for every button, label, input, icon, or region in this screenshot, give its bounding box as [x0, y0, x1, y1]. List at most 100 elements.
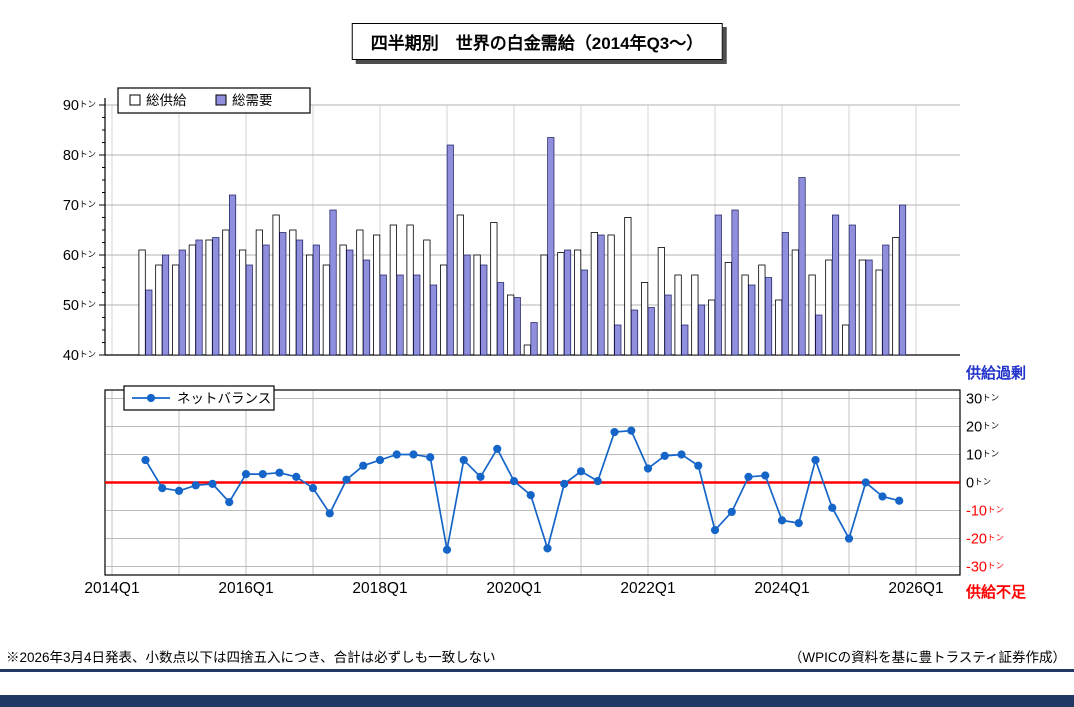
supply-bar-2017Q3	[339, 244, 347, 356]
demand-legend-label: 総需要	[232, 93, 273, 108]
demand-bar-2021Q3	[614, 324, 622, 356]
demand-bar-2023Q4	[764, 277, 773, 356]
supply-bar-2024Q2	[791, 249, 799, 356]
net-point-2016Q4	[292, 472, 301, 481]
shortage-annotation: 供給不足	[965, 583, 1027, 601]
net-point-2020Q2	[526, 491, 535, 500]
supply-bar-2023Q2	[724, 262, 732, 356]
demand-bar-2020Q4	[563, 249, 572, 356]
demand-bar-2024Q4	[831, 214, 840, 356]
demand-bar-2024Q3	[815, 314, 823, 356]
net-point-2019Q4	[493, 444, 502, 453]
demand-legend-swatch	[215, 94, 227, 106]
net-point-2023Q2	[727, 507, 736, 517]
supply-bar-2014Q3	[138, 249, 146, 356]
supply-bar-2018Q4	[423, 239, 431, 356]
demand-bar-2016Q3	[279, 232, 287, 356]
bottom-y-axis-label: 20トン	[966, 419, 999, 435]
net-point-2024Q4	[828, 503, 837, 512]
net-point-2024Q2	[794, 519, 803, 528]
net-point-2015Q4	[225, 498, 234, 507]
supply-bar-2015Q2	[188, 244, 196, 356]
supply-bar-2025Q1	[842, 324, 850, 356]
net-point-2019Q2	[459, 455, 468, 465]
supply-bar-2015Q4	[222, 229, 230, 356]
demand-bar-2019Q1	[446, 144, 454, 356]
net-point-2023Q1	[710, 526, 720, 535]
net-point-2022Q1	[643, 464, 653, 473]
demand-bar-2018Q3	[413, 274, 421, 356]
demand-bar-2025Q2	[865, 259, 873, 356]
x-axis-label-2018Q1: 2018Q1	[352, 580, 407, 597]
divider-rule	[0, 669, 1074, 672]
footnote-row: ※2026年3月4日発表、小数点以下は四捨五入につき、合計は必ずしも一致しない …	[6, 646, 1066, 666]
net-point-2017Q2	[325, 509, 334, 518]
supply-bar-2024Q3	[808, 274, 816, 356]
supply-bar-2021Q1	[574, 249, 582, 356]
net-point-2016Q3	[275, 468, 284, 477]
x-axis-label-2024Q1: 2024Q1	[754, 580, 809, 597]
net-point-2018Q2	[392, 450, 401, 459]
supply-bar-2016Q2	[255, 229, 263, 356]
x-axis-label-2026Q1: 2026Q1	[888, 580, 943, 597]
demand-bar-2017Q4	[363, 259, 371, 356]
bottom-y-axis-label: -20トン	[966, 532, 1004, 548]
supply-bar-2015Q3	[205, 239, 213, 356]
supply-bar-2022Q2	[657, 247, 665, 356]
supply-bar-2020Q3	[540, 254, 548, 356]
net-point-2015Q1	[174, 486, 184, 496]
supply-bar-2024Q1	[775, 299, 783, 356]
demand-bar-2017Q2	[329, 209, 337, 356]
chart-title: 四半期別 世界の白金需給（2014年Q3～）	[351, 23, 723, 60]
net-point-2014Q4	[158, 484, 167, 493]
demand-bar-2025Q3	[882, 244, 890, 356]
supply-bar-2018Q2	[389, 224, 397, 356]
x-axis-label-2022Q1: 2022Q1	[620, 580, 675, 597]
net-point-2022Q4	[694, 461, 703, 470]
top-y-axis-label: 70トン	[63, 198, 96, 214]
top-y-axis-label: 90トン	[63, 98, 96, 114]
net-point-2024Q1	[777, 516, 787, 525]
x-axis-label-2020Q1: 2020Q1	[486, 580, 541, 597]
net-point-2025Q2	[861, 478, 870, 487]
net-point-2019Q1	[442, 545, 452, 554]
bottom-y-axis-label: 10トン	[966, 447, 999, 463]
surplus-annotation: 供給過剰	[965, 364, 1026, 382]
top-y-axis-label: 40トン	[63, 348, 96, 364]
footnote-left: ※2026年3月4日発表、小数点以下は四捨五入につき、合計は必ずしも一致しない	[6, 650, 496, 665]
demand-bar-2025Q4	[898, 204, 907, 356]
net-point-2021Q2	[593, 476, 602, 486]
supply-legend-label: 総供給	[146, 93, 187, 108]
top-y-axis-label: 60トン	[63, 248, 96, 264]
supply-bar-2023Q3	[741, 274, 749, 356]
demand-bar-2025Q1	[848, 224, 856, 356]
net-point-2018Q1	[375, 455, 385, 465]
net-point-2017Q4	[359, 461, 368, 470]
supply-bar-2018Q3	[406, 224, 414, 356]
demand-bar-2018Q1	[379, 274, 387, 356]
demand-bar-2024Q2	[798, 177, 806, 356]
supply-bar-2020Q2	[523, 344, 531, 356]
supply-bar-2022Q3	[674, 274, 682, 356]
supply-bar-2024Q4	[825, 259, 833, 356]
net-point-2019Q3	[476, 472, 485, 481]
net-point-2020Q1	[509, 476, 519, 486]
demand-bar-2020Q1	[513, 297, 521, 356]
demand-bar-2020Q2	[530, 322, 538, 356]
supply-bar-2018Q1	[372, 234, 381, 356]
demand-bar-2019Q2	[463, 254, 471, 356]
net-point-2016Q2	[258, 469, 267, 479]
supply-bar-2016Q1	[238, 249, 247, 356]
net-point-2016Q1	[241, 469, 251, 479]
demand-bar-2022Q3	[681, 324, 689, 356]
net-point-2021Q1	[576, 467, 586, 476]
supply-bar-2025Q4	[892, 237, 900, 356]
x-axis-label-2014Q1: 2014Q1	[84, 580, 139, 597]
demand-bar-2014Q3	[145, 289, 153, 356]
supply-bar-2025Q3	[875, 269, 883, 356]
supply-bar-2023Q1	[708, 299, 716, 356]
net-point-2023Q4	[761, 471, 770, 480]
net-point-2018Q3	[409, 450, 418, 459]
supply-bar-2019Q3	[473, 254, 481, 356]
supply-bar-2021Q2	[590, 232, 598, 356]
